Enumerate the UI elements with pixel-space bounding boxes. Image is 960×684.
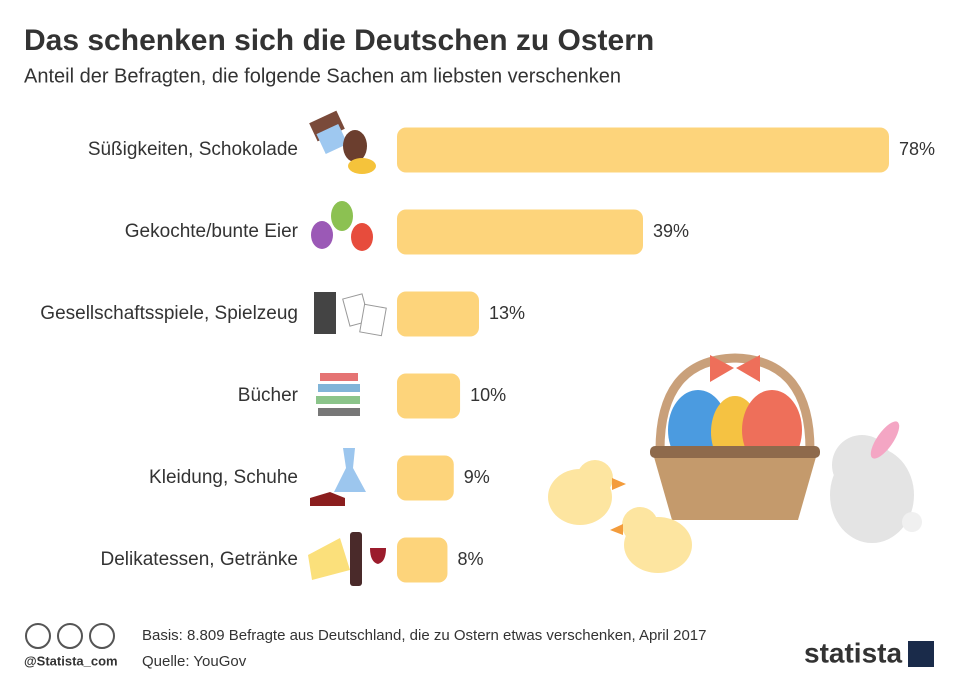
- value-label: 10%: [470, 385, 506, 405]
- source: Quelle: YouGov: [142, 653, 247, 670]
- value-label: 78%: [899, 139, 935, 159]
- value-label: 13%: [489, 303, 525, 323]
- bar: [397, 291, 479, 337]
- chart-subtitle: Anteil der Befragten, die folgende Sache…: [24, 65, 621, 87]
- value-label: 8%: [457, 549, 483, 569]
- bar: [397, 537, 448, 583]
- footer: @Statista_com Basis: 8.809 Befragte aus …: [24, 623, 934, 670]
- handle: @Statista_com: [24, 653, 118, 668]
- category-label: Kleidung, Schuhe: [149, 467, 298, 488]
- icons: [308, 110, 922, 586]
- value-label: 9%: [464, 467, 490, 487]
- value-label: 39%: [653, 221, 689, 241]
- category-label: Gekochte/bunte Eier: [125, 221, 299, 242]
- bar: [397, 127, 889, 173]
- basis: Basis: 8.809 Befragte aus Deutschland, d…: [142, 627, 707, 644]
- category-label: Süßigkeiten, Schokolade: [88, 139, 298, 160]
- bar: [397, 373, 461, 419]
- category-label: Bücher: [238, 385, 299, 406]
- category-label: Gesellschaftsspiele, Spielzeug: [40, 303, 298, 324]
- brand: statista: [804, 637, 902, 668]
- category-label: Delikatessen, Getränke: [101, 549, 299, 570]
- chart-title: Das schenken sich die Deutschen zu Oster…: [24, 24, 654, 57]
- bar: [397, 455, 454, 501]
- bar: [397, 209, 643, 255]
